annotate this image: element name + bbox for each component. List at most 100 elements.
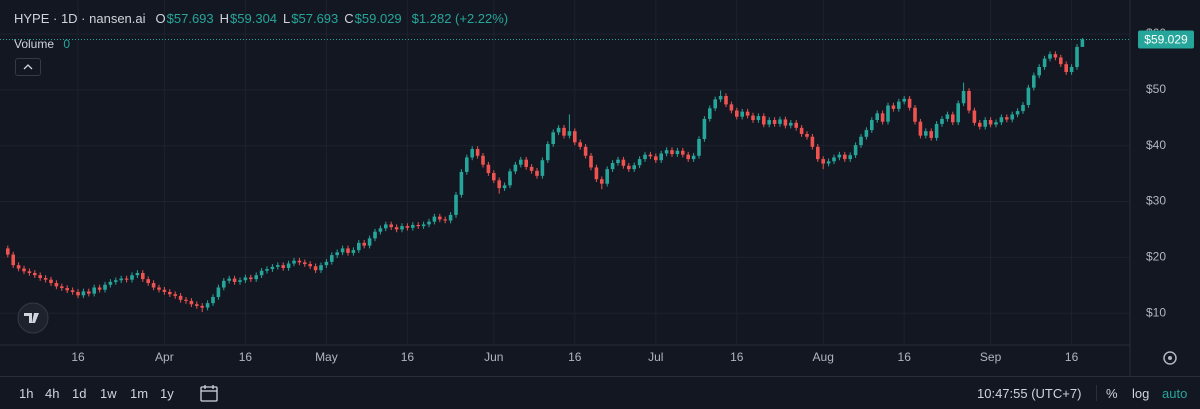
candle-body bbox=[605, 169, 609, 184]
candle-body bbox=[49, 279, 53, 284]
candle-body bbox=[427, 221, 431, 225]
candle-body bbox=[767, 120, 771, 125]
candle-body bbox=[492, 173, 496, 181]
candle-body bbox=[735, 110, 739, 117]
interval-button[interactable]: 4h bbox=[45, 386, 60, 401]
candle-body bbox=[708, 108, 712, 119]
candle-body bbox=[486, 164, 491, 174]
interval-button[interactable]: 1y bbox=[160, 386, 174, 401]
auto-toggle[interactable]: auto bbox=[1162, 386, 1188, 401]
candle-body bbox=[616, 159, 620, 164]
candle-body bbox=[135, 272, 140, 276]
candle-body bbox=[27, 271, 32, 273]
candle-body bbox=[448, 214, 453, 221]
candle-body bbox=[297, 260, 302, 263]
candle-body bbox=[880, 113, 885, 122]
candle-body bbox=[864, 130, 869, 137]
x-tick-label: Jun bbox=[484, 350, 503, 364]
candle-body bbox=[713, 99, 717, 109]
candle-body bbox=[470, 149, 474, 158]
candle-body bbox=[924, 131, 928, 136]
candle-body bbox=[1026, 87, 1031, 105]
interval-button[interactable]: 1h bbox=[19, 386, 34, 401]
candle-body bbox=[870, 120, 874, 131]
bottom-toolbar: 10:47:55 (UTC+7) % log auto 1h 4h 1d 1w 1m 1y bbox=[0, 376, 1200, 409]
candle-body bbox=[33, 272, 37, 276]
candle-body bbox=[475, 149, 480, 156]
candle-body bbox=[189, 300, 194, 305]
candle-body bbox=[945, 114, 950, 119]
candle-body bbox=[232, 278, 237, 282]
percent-toggle[interactable]: % bbox=[1106, 386, 1118, 401]
candle-body bbox=[583, 146, 588, 156]
candle-body bbox=[43, 278, 48, 280]
candle-body bbox=[1037, 66, 1041, 76]
collapse-button[interactable] bbox=[15, 58, 41, 76]
candle-body bbox=[367, 238, 372, 246]
candle-body bbox=[16, 265, 21, 269]
candle-body bbox=[783, 119, 788, 126]
candle-body bbox=[1005, 117, 1009, 120]
candle-body bbox=[1059, 57, 1063, 65]
settings-icon[interactable] bbox=[1163, 351, 1177, 365]
candle-body bbox=[405, 226, 410, 228]
candle-body bbox=[940, 118, 944, 124]
candle-body bbox=[432, 216, 437, 222]
interval-button[interactable]: 1m bbox=[130, 386, 149, 401]
candle-body bbox=[675, 150, 680, 155]
clock: 10:47:55 (UTC+7) bbox=[977, 386, 1082, 401]
candle-body bbox=[961, 90, 966, 104]
candle-body bbox=[573, 131, 577, 143]
candle-body bbox=[497, 180, 501, 189]
candle-body bbox=[702, 118, 707, 140]
date-range-icon[interactable] bbox=[197, 382, 221, 406]
candle-body bbox=[443, 219, 447, 221]
candle-body bbox=[837, 154, 842, 158]
candle-body bbox=[281, 265, 285, 268]
candle-body bbox=[951, 114, 955, 123]
candle-body bbox=[670, 150, 674, 155]
candle-body bbox=[265, 269, 269, 271]
candle-body bbox=[335, 252, 339, 256]
candle-body bbox=[1064, 64, 1068, 73]
candle-body bbox=[724, 96, 728, 105]
chevron-icon bbox=[23, 64, 33, 70]
candle-body bbox=[907, 98, 912, 108]
candle-body bbox=[983, 120, 987, 127]
candle-body bbox=[562, 127, 566, 136]
candle-body bbox=[686, 154, 690, 160]
candle-body bbox=[141, 272, 145, 280]
candle-body bbox=[454, 194, 458, 215]
volume-legend: Volume 0 bbox=[14, 37, 70, 51]
candle-body bbox=[308, 264, 312, 267]
candle-body bbox=[1021, 104, 1025, 112]
candle-body bbox=[60, 286, 64, 289]
tradingview-logo[interactable] bbox=[17, 302, 49, 334]
candle-body bbox=[65, 288, 69, 291]
candle-body bbox=[1015, 111, 1020, 115]
candle-body bbox=[762, 116, 766, 125]
candle-body bbox=[319, 265, 323, 271]
candle-body bbox=[1010, 114, 1014, 120]
x-tick-label: 16 bbox=[568, 350, 582, 364]
candle-body bbox=[324, 261, 329, 266]
candle-body bbox=[956, 103, 960, 123]
candle-body bbox=[718, 96, 723, 100]
interval-button[interactable]: 1d bbox=[72, 386, 87, 401]
candle-body bbox=[330, 255, 334, 262]
candle-body bbox=[853, 145, 858, 156]
candle-body bbox=[384, 224, 388, 229]
interval-button[interactable]: 1w bbox=[100, 386, 117, 401]
candle-body bbox=[627, 165, 631, 170]
x-tick-label: 16 bbox=[239, 350, 253, 364]
candle-body bbox=[378, 228, 383, 232]
candle-body bbox=[411, 224, 415, 228]
candle-body bbox=[740, 111, 744, 117]
candle-body bbox=[438, 216, 442, 220]
log-toggle[interactable]: log bbox=[1132, 386, 1150, 401]
candle-body bbox=[6, 248, 10, 255]
candle-body bbox=[254, 275, 258, 280]
candle-body bbox=[11, 254, 15, 266]
candle-body bbox=[610, 163, 615, 170]
candle-body bbox=[227, 278, 231, 281]
